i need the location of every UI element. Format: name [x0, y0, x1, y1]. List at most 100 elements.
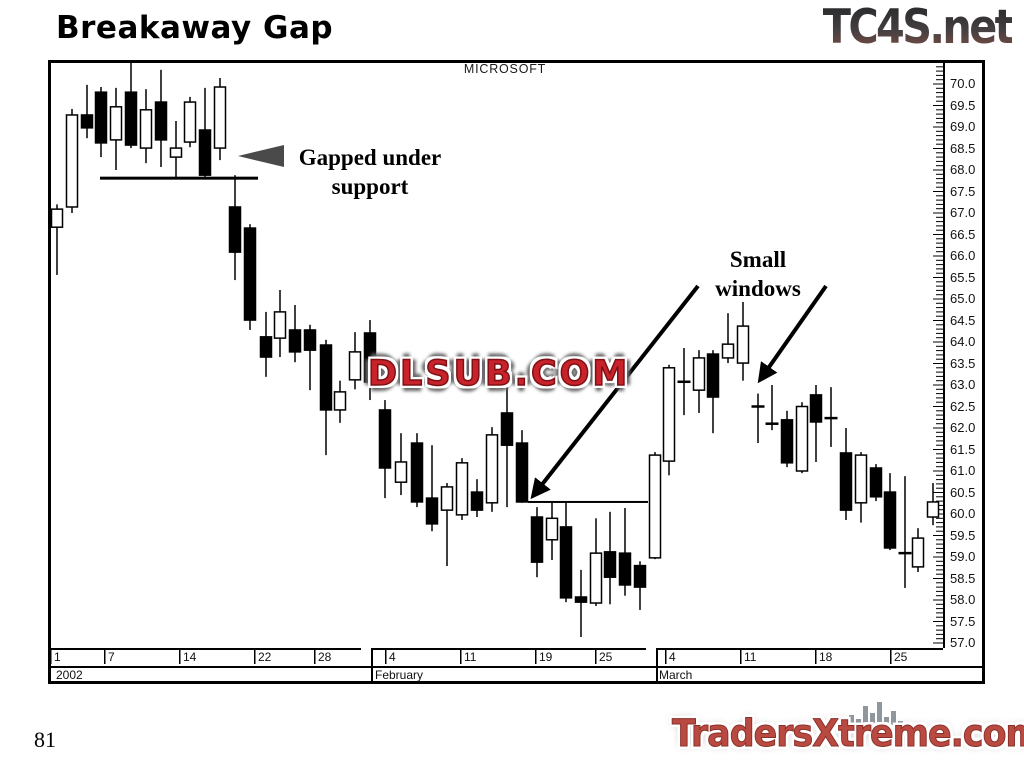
candle-body-up	[795, 405, 809, 472]
date-separator	[890, 649, 892, 664]
candle-body-down	[809, 394, 823, 423]
price-label: 59.5	[950, 527, 976, 543]
candle-body-down	[633, 564, 647, 588]
price-axis-spine	[943, 60, 945, 648]
candle-body-up	[333, 391, 347, 411]
support-line	[100, 176, 258, 180]
candle-body-down	[80, 114, 94, 129]
candle-body-down	[559, 526, 573, 599]
tradersxtreme-logo: TradersXtreme.com	[672, 712, 1024, 756]
month-separator	[371, 648, 373, 682]
candle	[363, 320, 377, 401]
date-label: 25	[599, 650, 613, 664]
candle-body-down	[228, 206, 242, 253]
candle-body-up	[648, 454, 662, 559]
candle-body-up	[545, 517, 559, 541]
candle-body-down	[303, 329, 317, 351]
skyline-bar	[856, 719, 861, 730]
candle-body-down	[530, 516, 544, 563]
candle	[303, 324, 317, 391]
price-label: 57.0	[950, 635, 976, 650]
candle	[809, 385, 823, 462]
candle	[692, 350, 706, 413]
candle-body-up	[65, 114, 79, 208]
candle	[394, 433, 408, 496]
candle	[911, 528, 925, 573]
price-label: 66.5	[950, 226, 976, 242]
date-row-line	[48, 648, 361, 650]
left-pointer-triangle-icon	[238, 145, 284, 167]
candle	[500, 385, 514, 508]
skyline-bar	[849, 715, 854, 730]
candle	[765, 385, 779, 431]
date-label: 11	[464, 650, 477, 664]
candle-body-down	[319, 344, 333, 411]
chart-title: MICROSOFT	[463, 62, 547, 76]
date-separator	[460, 649, 462, 664]
candle-body-down	[574, 596, 588, 603]
date-label: 11	[744, 650, 757, 664]
skyline-bar	[863, 706, 868, 730]
candle-body-down	[603, 551, 617, 578]
candle-body-up	[213, 86, 227, 149]
doji-dash	[898, 551, 912, 555]
candle	[839, 428, 853, 521]
candle-body-up	[736, 325, 750, 364]
candle-body-up	[109, 106, 123, 141]
date-separator	[254, 649, 256, 664]
candle	[410, 433, 424, 508]
date-label: 28	[318, 650, 332, 664]
skyline-bar	[891, 711, 896, 730]
candle-body-down	[259, 336, 273, 358]
candle	[273, 289, 287, 358]
candle-body-down	[198, 129, 212, 176]
candle	[243, 224, 257, 330]
date-separator	[179, 649, 181, 664]
candle-body-down	[618, 552, 632, 586]
date-label: 18	[819, 650, 833, 664]
skyline-bar	[870, 713, 875, 730]
dlsub-watermark: DLSUB.COM	[367, 353, 631, 395]
candle	[124, 62, 138, 149]
date-row-line	[373, 648, 646, 650]
candle	[545, 501, 559, 561]
candle	[109, 87, 123, 170]
candle-body-up	[455, 462, 469, 516]
candle	[795, 402, 809, 474]
candle-body-down	[500, 412, 514, 446]
candle	[589, 518, 603, 607]
price-ticks	[933, 66, 943, 644]
annotation-line: windows	[715, 275, 801, 301]
candle	[80, 84, 94, 139]
date-separator	[50, 649, 52, 664]
candle-body-down	[470, 491, 484, 511]
candle	[603, 511, 617, 605]
candle	[869, 464, 883, 502]
candle	[50, 204, 64, 275]
window-arrow-long	[530, 284, 700, 500]
date-separator	[385, 649, 387, 664]
candle-body-down	[780, 419, 794, 464]
candle	[648, 452, 662, 560]
price-label: 70.0	[950, 76, 976, 91]
candle	[169, 120, 183, 179]
candle	[677, 348, 691, 416]
candle	[333, 380, 347, 423]
date-label: 25	[894, 650, 908, 664]
candle-body-up	[589, 552, 603, 604]
date-label: 14	[183, 650, 197, 664]
skyline-icon	[842, 702, 903, 730]
candle-body-up	[183, 101, 197, 143]
annotation-line: Gapped under	[298, 145, 442, 170]
page-number: 81	[34, 727, 56, 752]
price-label: 67.5	[950, 183, 976, 199]
price-label: 63.0	[950, 377, 976, 392]
price-label: 62.0	[950, 420, 976, 435]
candle	[319, 339, 333, 456]
candle-body-up	[348, 351, 362, 381]
date-label: 22	[258, 650, 272, 664]
date-separator	[104, 649, 106, 664]
candle	[440, 483, 454, 567]
